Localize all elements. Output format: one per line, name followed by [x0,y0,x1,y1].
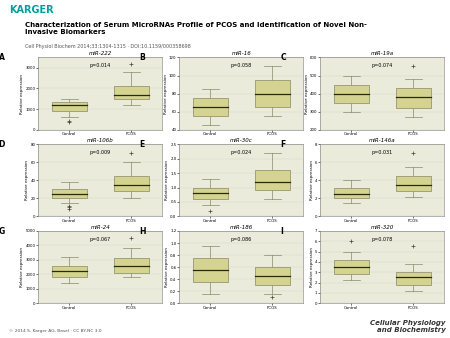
Bar [193,258,228,282]
Title: miR-106b: miR-106b [87,138,113,143]
Y-axis label: Relative expression: Relative expression [164,74,167,114]
Text: H: H [140,227,146,236]
Text: C: C [281,53,286,62]
Text: p=0.086: p=0.086 [230,237,252,242]
Text: p=0.024: p=0.024 [230,150,252,155]
Y-axis label: Relative expression: Relative expression [25,160,29,200]
Title: miR-19a: miR-19a [371,51,394,56]
Text: B: B [140,53,145,62]
Text: Cell Physiol Biochem 2014;33:1304-1315 · DOI:10.1159/000358698: Cell Physiol Biochem 2014;33:1304-1315 ·… [25,44,190,49]
Text: p=0.014: p=0.014 [90,63,111,68]
Bar [396,176,431,191]
Text: Cellular Physiology
and Biochemistry: Cellular Physiology and Biochemistry [370,320,446,333]
Title: miR-222: miR-222 [89,51,112,56]
Bar [52,266,86,277]
Text: p=0.074: p=0.074 [372,63,393,68]
Text: E: E [140,140,145,149]
Title: miR-24: miR-24 [90,225,110,230]
Text: I: I [281,227,284,236]
Text: p=0.078: p=0.078 [372,237,393,242]
Bar [255,267,289,285]
Text: © 2014 S. Karger AG, Basel · CC BY-NC 3.0: © 2014 S. Karger AG, Basel · CC BY-NC 3.… [9,329,102,333]
Y-axis label: Relative expression: Relative expression [20,74,24,114]
Title: miR-16: miR-16 [231,51,251,56]
Y-axis label: Relative expression: Relative expression [165,247,169,287]
Y-axis label: Relative expression: Relative expression [165,160,169,200]
Text: A: A [0,53,4,62]
Bar [334,84,369,103]
Text: p=0.009: p=0.009 [90,150,111,155]
Text: p=0.031: p=0.031 [372,150,393,155]
Title: miR-320: miR-320 [371,225,394,230]
Text: KARGER: KARGER [9,5,54,15]
Y-axis label: Relative expression: Relative expression [310,160,314,200]
Title: miR-30c: miR-30c [230,138,252,143]
Bar [334,260,369,274]
Bar [114,86,148,99]
Bar [396,272,431,285]
Title: miR-146a: miR-146a [369,138,396,143]
Bar [52,189,86,198]
Bar [114,176,148,191]
Bar [114,259,148,273]
Y-axis label: Relative expression: Relative expression [20,247,24,287]
Bar [193,188,228,199]
Text: G: G [0,227,5,236]
Title: miR-186: miR-186 [230,225,253,230]
Text: p=0.058: p=0.058 [230,63,252,68]
Text: Characterization of Serum MicroRNAs Profile of PCOS and Identification of Novel : Characterization of Serum MicroRNAs Prof… [25,22,367,35]
Text: F: F [281,140,286,149]
Bar [396,88,431,108]
Text: p=0.067: p=0.067 [90,237,111,242]
Bar [255,170,289,190]
Bar [52,102,86,111]
Bar [334,188,369,198]
Bar [255,80,289,107]
Y-axis label: Relative expression: Relative expression [305,74,309,114]
Y-axis label: Relative expression: Relative expression [310,247,314,287]
Bar [193,98,228,116]
Text: D: D [0,140,5,149]
